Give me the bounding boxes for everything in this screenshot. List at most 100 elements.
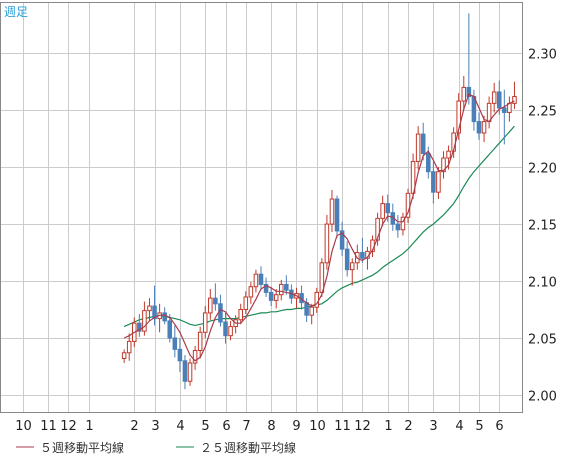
candle-body [360, 252, 365, 259]
candle-body [461, 86, 467, 102]
candle [324, 214, 330, 270]
candle-body [162, 312, 167, 322]
y-tick-label: 2.30 [528, 48, 557, 63]
candle [147, 298, 152, 321]
candle [243, 291, 249, 315]
candle-body [309, 306, 314, 316]
candle [405, 188, 411, 223]
candle-body [329, 198, 335, 225]
candle-body [334, 198, 340, 232]
candle-body [496, 91, 502, 109]
candle-body [268, 291, 274, 301]
candle [400, 212, 406, 236]
y-tick-label: 2.20 [528, 162, 557, 177]
candle-body [273, 294, 279, 301]
x-tick-label: 5 [201, 419, 209, 434]
y-tick-label: 2.10 [528, 276, 557, 291]
candle [334, 195, 340, 238]
candle-body [349, 262, 355, 271]
period-label: 週足 [4, 5, 28, 19]
x-tick-label: 2 [130, 419, 138, 434]
candle-body [481, 121, 487, 134]
x-tick-label: 9 [292, 419, 300, 434]
x-tick-label: 8 [267, 419, 275, 434]
x-tick-label: 7 [242, 419, 250, 434]
x-tick-label: 12 [354, 419, 371, 434]
candle-body [400, 216, 406, 231]
candle [385, 194, 391, 222]
candle [339, 221, 345, 256]
candle [167, 314, 173, 343]
x-tick-label: 1 [85, 419, 93, 434]
candle [461, 76, 467, 111]
candle-body [375, 217, 380, 241]
candle-body [385, 203, 391, 214]
candle [420, 122, 426, 161]
candle-body [182, 360, 188, 382]
candle-body [344, 248, 350, 271]
candle-body [284, 283, 289, 291]
x-tick-label: 3 [429, 419, 437, 434]
candle-body [441, 157, 446, 173]
x-tick-label: 5 [475, 419, 483, 434]
candle [238, 303, 243, 325]
ma5-line-layer [123, 93, 515, 362]
x-tick-label: 11 [40, 419, 57, 434]
candle-body [253, 273, 259, 288]
candle [273, 289, 279, 309]
candle-body [395, 223, 401, 231]
candle [202, 306, 208, 338]
grid [0, 2, 522, 412]
candle [360, 237, 365, 263]
candle-body [142, 310, 147, 332]
candle [344, 241, 350, 277]
candle-body [415, 133, 421, 162]
candle-body [147, 305, 152, 312]
candle [208, 289, 213, 320]
candle [187, 358, 193, 386]
candle [121, 349, 127, 364]
candle-body [187, 362, 193, 382]
candle [380, 195, 385, 227]
legend-ma5-label: ５週移動平均線 [40, 440, 124, 455]
candle-body [223, 321, 228, 337]
candle [228, 320, 233, 341]
candle [268, 286, 274, 307]
candle [502, 89, 507, 145]
candle [258, 266, 264, 291]
candle-body [167, 320, 173, 339]
candle-body [172, 337, 178, 350]
candle [415, 126, 421, 170]
candle [299, 285, 304, 310]
candle-body [380, 203, 385, 219]
candle-body [192, 350, 198, 364]
candle [431, 161, 436, 204]
candle [197, 326, 203, 359]
candle [375, 212, 380, 246]
candle-body [126, 340, 132, 354]
y-tick-label: 2.25 [528, 105, 557, 120]
candle [182, 355, 188, 390]
candle-body [420, 133, 426, 154]
candles [121, 13, 517, 390]
candle [192, 345, 198, 370]
candle-body [431, 171, 436, 193]
candle [157, 303, 162, 333]
candle-body [512, 96, 517, 104]
candle [507, 96, 512, 122]
candle [142, 301, 147, 336]
candle-body [197, 331, 203, 351]
candle [512, 81, 517, 110]
x-tick-label: 3 [151, 419, 159, 434]
x-tick-label: 10 [15, 419, 32, 434]
x-tick-label: 12 [60, 419, 77, 434]
candle-body [202, 312, 208, 333]
ma25-line-layer [123, 125, 515, 328]
x-tick-label: 2 [404, 419, 412, 434]
candle-body [339, 230, 345, 250]
candle-body [137, 322, 142, 332]
candle-body [248, 286, 254, 298]
candle [248, 282, 254, 304]
candle-body [491, 91, 497, 104]
